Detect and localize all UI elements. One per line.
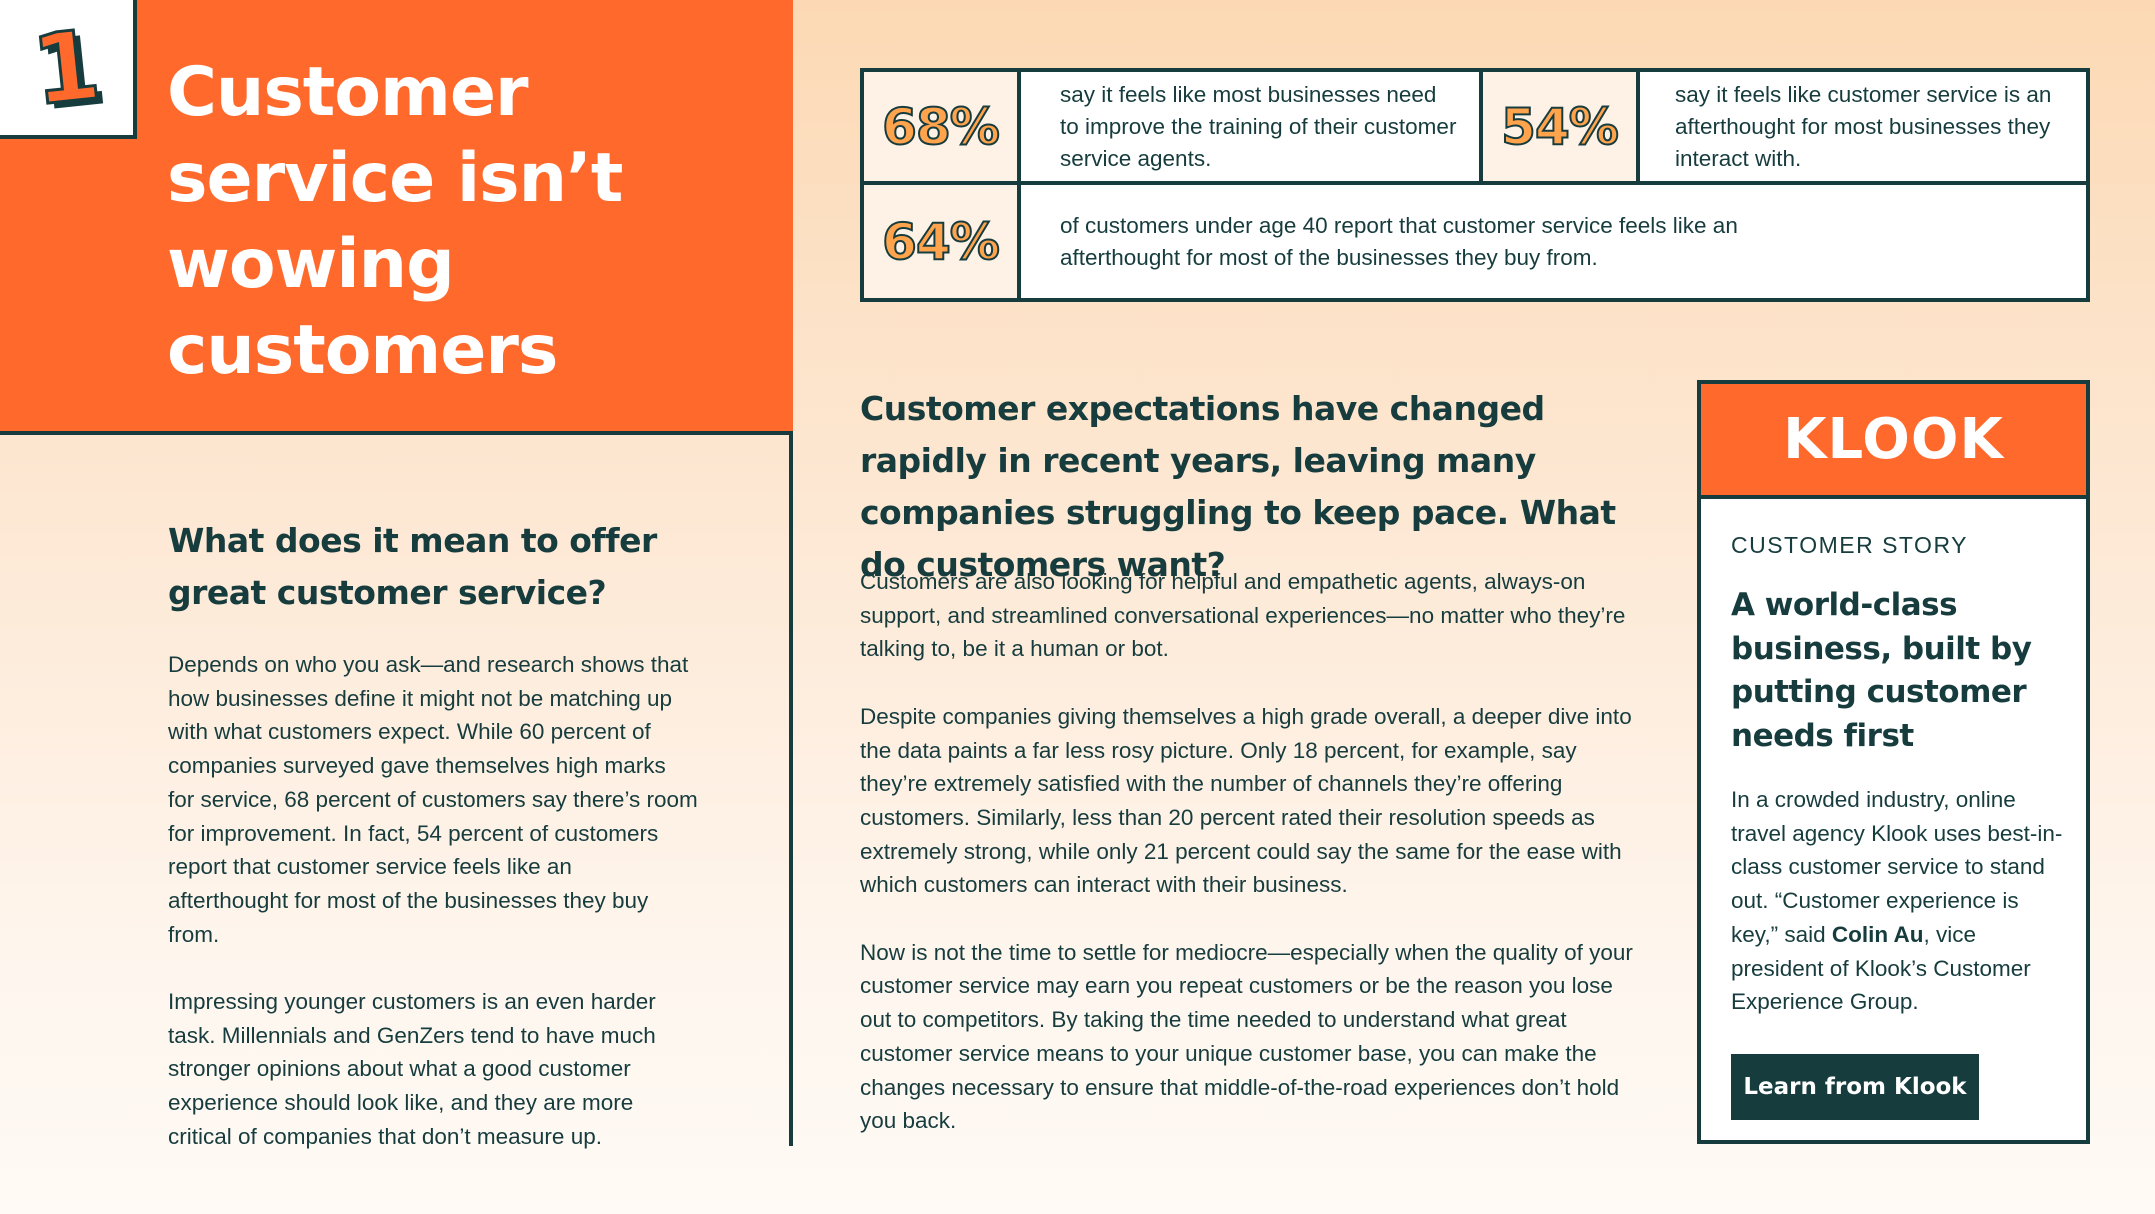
- klook-logo: KLOOK: [1783, 407, 2004, 472]
- card-label: CUSTOMER STORY: [1731, 532, 1968, 558]
- middle-body: Customers are also looking for helpful a…: [860, 565, 1640, 1172]
- stat-text: say it feels like most businesses need t…: [1060, 81, 1457, 171]
- stat-text: of customers under age 40 report that cu…: [1060, 212, 1738, 270]
- stat-value: 68%: [864, 72, 1021, 181]
- stats-row: 68% say it feels like most businesses ne…: [864, 72, 2086, 185]
- left-column: 1 Customer service isn’t wowing customer…: [0, 0, 793, 1149]
- learn-from-klook-button[interactable]: Learn from Klook: [1731, 1054, 1979, 1120]
- card-body-end: , vice president of Klook’s Customer Exp…: [1731, 921, 2031, 1015]
- page-title: Customer service isn’t wowing customers: [167, 53, 623, 390]
- section-number: 1: [26, 7, 107, 128]
- left-body: Depends on who you ask—and research show…: [168, 648, 698, 1187]
- card-body-name: Colin Au: [1831, 921, 1924, 947]
- middle-paragraph: Customers are also looking for helpful a…: [860, 569, 1626, 662]
- section-number-badge: 1: [0, 0, 137, 139]
- customer-story-card: KLOOK CUSTOMER STORY A world-class busin…: [1697, 380, 2090, 1144]
- card-header: KLOOK: [1701, 384, 2086, 499]
- middle-paragraph: Now is not the time to settle for medioc…: [860, 939, 1633, 1134]
- middle-paragraph: Despite companies giving themselves a hi…: [860, 703, 1632, 898]
- left-paragraph: Impressing younger customers is an even …: [168, 989, 656, 1149]
- divider: [1479, 72, 1483, 181]
- card-title: A world-class business, built by putting…: [1731, 587, 2032, 754]
- card-body-start: In a crowded industry, online travel age…: [1731, 787, 2063, 947]
- left-paragraph: Depends on who you ask—and research show…: [168, 652, 698, 947]
- left-subheading: What does it mean to offer great custome…: [168, 521, 657, 612]
- stat-value: 54%: [1483, 72, 1640, 181]
- stats-table: 68% say it feels like most businesses ne…: [860, 68, 2090, 302]
- stat-text: say it feels like customer service is an…: [1675, 81, 2052, 171]
- hero-banner: 1 Customer service isn’t wowing customer…: [0, 0, 793, 435]
- stats-row: 64% of customers under age 40 report tha…: [864, 185, 2086, 298]
- stat-value: 64%: [864, 185, 1021, 298]
- middle-heading: Customer expectations have changed rapid…: [860, 389, 1616, 584]
- card-body: In a crowded industry, online travel age…: [1731, 783, 2071, 1019]
